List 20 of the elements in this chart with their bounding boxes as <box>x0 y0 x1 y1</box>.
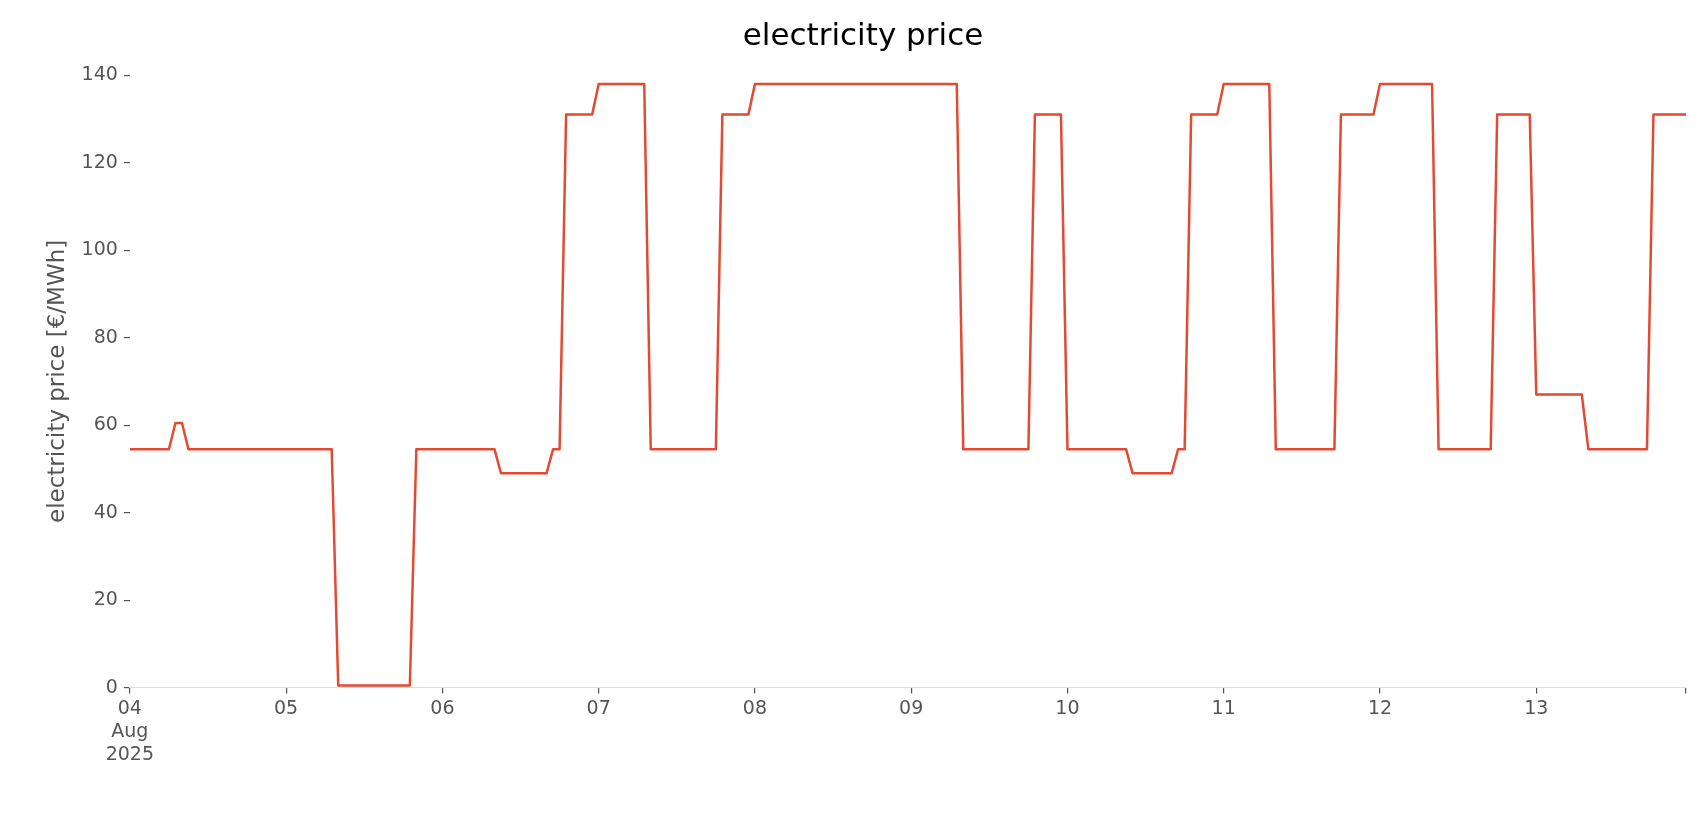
y-tick-label: 20 <box>93 587 118 610</box>
y-tick-label: 80 <box>93 324 118 347</box>
y-tick-label: 0 <box>105 674 118 697</box>
x-tick-label: 07 <box>586 695 611 718</box>
x-tick-label: 08 <box>742 695 768 718</box>
x-tick-label: 04 Aug 2025 <box>105 695 155 764</box>
x-tick-label: 10 <box>1055 695 1080 718</box>
y-tick-label: 60 <box>93 412 118 435</box>
x-tick-label: 09 <box>899 695 924 718</box>
x-tick-label: 11 <box>1211 695 1236 718</box>
x-tick-label: 05 <box>274 695 299 718</box>
x-tick-label: 12 <box>1367 695 1393 718</box>
y-tick-label: 120 <box>81 149 118 172</box>
y-tick-label: 100 <box>81 237 118 260</box>
chart-title: electricity price <box>742 15 984 52</box>
y-axis-title: electricity price [€/MWh] <box>42 239 69 524</box>
x-tick-label: 06 <box>430 695 455 718</box>
y-tick-label: 40 <box>93 499 118 522</box>
x-tick-label: 13 <box>1524 695 1549 718</box>
y-tick-label: 140 <box>81 62 118 85</box>
